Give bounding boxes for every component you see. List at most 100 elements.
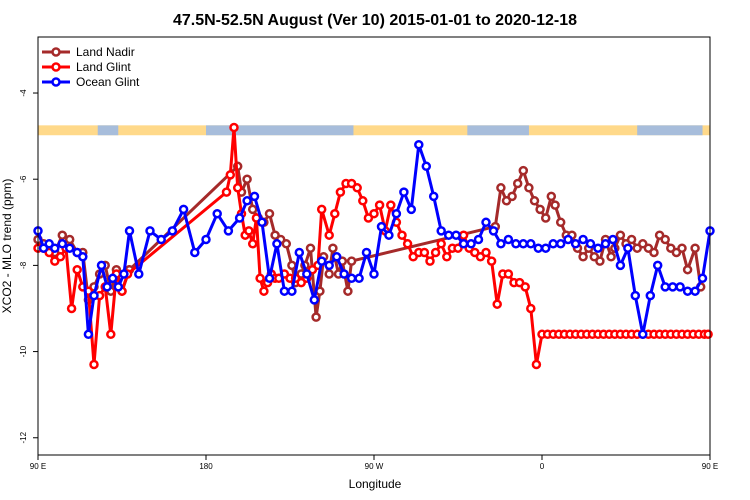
x-tick-label: 0 bbox=[540, 462, 545, 471]
data-point bbox=[324, 269, 334, 279]
data-point bbox=[507, 191, 517, 202]
data-point bbox=[518, 239, 529, 249]
data-point bbox=[55, 252, 66, 262]
data-point bbox=[64, 234, 75, 245]
data-point bbox=[281, 239, 292, 249]
x-tick-label: 90 E bbox=[30, 462, 46, 471]
ocean-band bbox=[637, 125, 703, 136]
ocean-band bbox=[467, 125, 529, 136]
data-point bbox=[244, 226, 254, 236]
data-point bbox=[503, 269, 514, 279]
data-point bbox=[533, 243, 544, 253]
legend-item-ocean-glint: Ocean Glint bbox=[42, 75, 140, 89]
data-point bbox=[458, 239, 469, 249]
data-point bbox=[247, 239, 258, 249]
data-point bbox=[518, 165, 529, 176]
data-point bbox=[201, 234, 211, 245]
data-point bbox=[386, 200, 396, 210]
data-point bbox=[89, 359, 99, 370]
data-point bbox=[652, 260, 663, 271]
data-point bbox=[369, 269, 379, 279]
data-point bbox=[511, 239, 521, 249]
data-point bbox=[232, 183, 243, 193]
data-point bbox=[145, 226, 155, 236]
data-point bbox=[496, 183, 506, 193]
data-point bbox=[667, 282, 678, 292]
data-point bbox=[428, 191, 439, 202]
data-point bbox=[242, 196, 252, 206]
data-point bbox=[255, 273, 265, 284]
x-tick-label: 180 bbox=[199, 462, 213, 471]
data-point bbox=[481, 217, 491, 228]
data-point bbox=[690, 286, 700, 296]
y-axis: -4 -6 -8 -10 -12 bbox=[19, 89, 38, 444]
data-point bbox=[425, 256, 435, 266]
data-point bbox=[690, 243, 700, 253]
data-point bbox=[520, 282, 530, 292]
data-point bbox=[89, 290, 99, 301]
data-point bbox=[414, 139, 424, 150]
data-point bbox=[57, 239, 68, 249]
data-point bbox=[488, 226, 499, 236]
data-point bbox=[486, 256, 497, 266]
data-point bbox=[223, 226, 234, 236]
data-point bbox=[595, 256, 605, 266]
data-point bbox=[593, 243, 603, 253]
data-point bbox=[529, 196, 540, 206]
data-point bbox=[113, 282, 124, 292]
data-point bbox=[492, 299, 502, 309]
data-point bbox=[451, 230, 461, 240]
land-ocean-strip bbox=[38, 125, 710, 136]
data-point bbox=[324, 260, 334, 271]
data-point bbox=[242, 174, 252, 184]
ocean-band bbox=[206, 125, 354, 136]
data-point bbox=[466, 239, 476, 249]
data-point bbox=[406, 204, 417, 215]
legend-marker bbox=[51, 77, 61, 87]
data-point bbox=[57, 230, 68, 240]
land-band bbox=[38, 125, 710, 136]
data-point bbox=[294, 247, 305, 258]
x-tick-label: 90 E bbox=[702, 462, 718, 471]
data-point bbox=[391, 208, 402, 219]
data-point bbox=[156, 234, 166, 245]
data-point bbox=[623, 243, 633, 253]
data-point bbox=[369, 208, 379, 219]
data-point bbox=[346, 273, 357, 284]
data-point bbox=[615, 260, 626, 271]
data-point bbox=[675, 282, 685, 292]
data-point bbox=[72, 264, 82, 275]
data-point bbox=[339, 269, 349, 279]
data-point bbox=[335, 187, 346, 197]
data-point bbox=[64, 243, 75, 253]
data-point bbox=[615, 230, 626, 240]
data-point bbox=[358, 196, 368, 206]
data-point bbox=[212, 208, 222, 219]
data-point bbox=[682, 286, 693, 296]
data-point bbox=[419, 247, 430, 258]
data-point bbox=[606, 252, 616, 262]
data-point bbox=[124, 226, 135, 236]
data-point bbox=[384, 230, 394, 240]
legend-marker bbox=[51, 62, 61, 72]
data-point bbox=[107, 273, 118, 284]
y-axis-label: XCO2 - MLO trend (ppm) bbox=[0, 179, 14, 314]
data-point bbox=[302, 269, 312, 279]
data-point bbox=[134, 269, 144, 279]
data-point bbox=[264, 208, 275, 219]
data-point bbox=[578, 234, 588, 245]
data-point bbox=[343, 286, 353, 296]
legend-item-land-glint: Land Glint bbox=[42, 60, 131, 74]
data-point bbox=[287, 260, 297, 271]
data-point bbox=[249, 191, 260, 202]
legend-label: Land Glint bbox=[76, 60, 131, 74]
data-point bbox=[524, 183, 534, 193]
legend-label: Ocean Glint bbox=[76, 75, 140, 89]
data-point bbox=[503, 234, 514, 245]
data-point bbox=[330, 208, 340, 219]
x-tick-label: 90 W bbox=[365, 462, 384, 471]
data-point bbox=[526, 239, 536, 249]
data-point bbox=[645, 290, 656, 301]
legend-label: Land Nadir bbox=[76, 45, 135, 59]
data-point bbox=[328, 243, 338, 253]
